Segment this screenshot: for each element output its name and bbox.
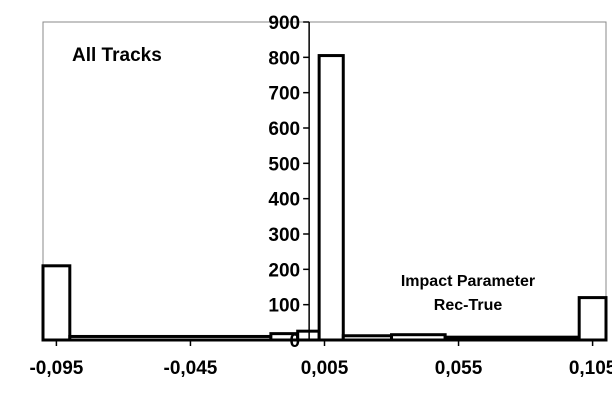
y-tick-label-3: 300 xyxy=(268,225,300,246)
y-tick-label-1: 100 xyxy=(268,296,300,317)
x-tick-label-2: 0,005 xyxy=(301,358,349,379)
annotation-line-1: Impact Parameter xyxy=(401,273,535,290)
x-tick-label-0: -0,095 xyxy=(29,358,83,379)
histogram-bars xyxy=(41,54,608,342)
y-tick-label-9: 900 xyxy=(268,13,300,34)
x-tick-label-1: -0,045 xyxy=(164,358,218,379)
annotation-line-2: Rec-True xyxy=(434,297,503,314)
y-tick-label-0: 0 xyxy=(290,331,301,352)
y-tick-label-5: 500 xyxy=(268,154,300,175)
y-axis: 0 100 200 300 400 500 600 700 800 900 xyxy=(268,13,310,352)
y-tick-label-4: 400 xyxy=(268,190,300,211)
x-tick-label-4: 0,105 xyxy=(569,358,612,379)
y-tick-label-2: 200 xyxy=(268,260,300,281)
x-axis: -0,095 -0,045 0,005 0,055 0,105 xyxy=(29,339,612,379)
histogram-bar-4 xyxy=(317,54,345,342)
histogram-bar-0 xyxy=(41,264,72,342)
y-tick-label-8: 800 xyxy=(268,48,300,69)
chart-title: All Tracks xyxy=(72,45,162,66)
histogram-bar-8 xyxy=(577,296,608,342)
y-tick-label-7: 700 xyxy=(268,84,300,105)
x-tick-label-3: 0,055 xyxy=(435,358,483,379)
y-tick-label-6: 600 xyxy=(268,119,300,140)
